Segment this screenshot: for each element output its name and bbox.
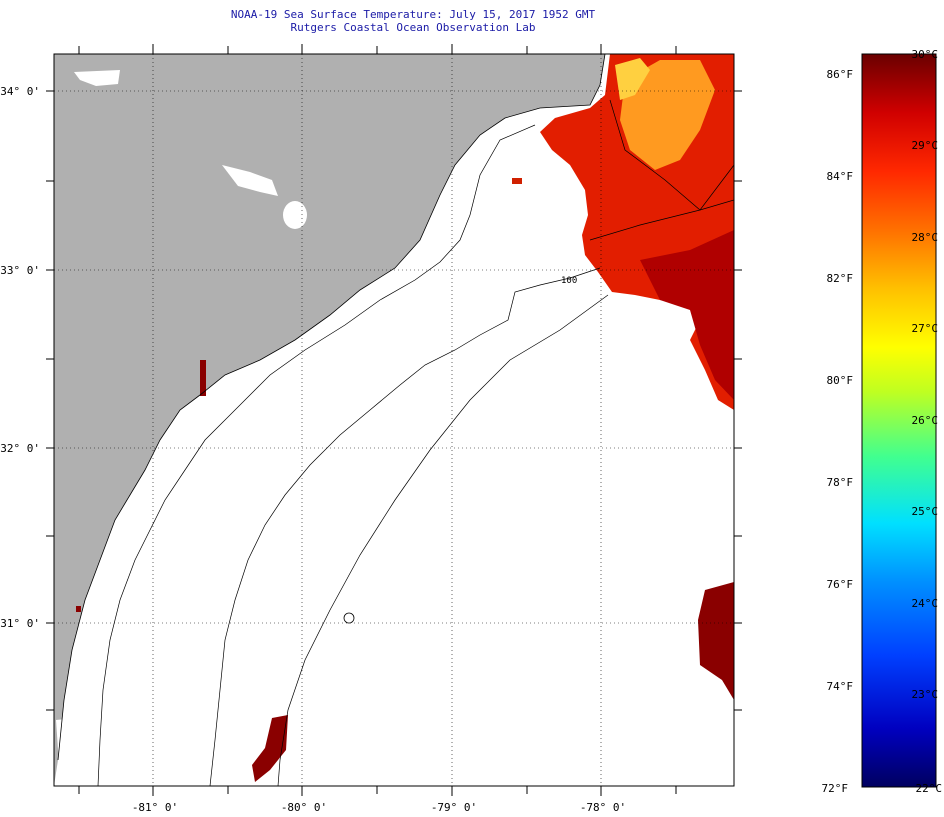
colorbar-f-label: 82°F: [827, 272, 854, 285]
map-area: [54, 54, 734, 786]
lat-label: 32° 0': [0, 442, 40, 455]
map-ticks: [46, 44, 742, 796]
colorbar-c-label: 30°C: [912, 48, 939, 61]
isobath-shallow: [97, 124, 536, 786]
sst-cool-region: [615, 58, 650, 100]
sst-patch-southeast: [698, 582, 734, 700]
colorbar-c-label: 25°C: [912, 505, 939, 518]
sst-patch: [512, 178, 522, 184]
cloud-patch: [56, 718, 78, 778]
colorbar-c-label: 22°C: [916, 782, 943, 795]
inland-border: [609, 99, 734, 211]
lon-label: -78° 0': [580, 801, 626, 814]
cloud-patch: [283, 201, 307, 229]
lat-label: 34° 0': [0, 85, 40, 98]
colorbar-f-label: 72°F: [822, 782, 849, 795]
colorbar-fahrenheit-labels: 86°F 84°F 82°F 80°F 78°F 76°F 74°F 72°F: [822, 68, 854, 795]
isobath-100m: [209, 267, 601, 786]
lon-label: -79° 0': [431, 801, 477, 814]
sst-cooler-region: [620, 60, 715, 170]
sst-patch: [200, 360, 206, 396]
colorbar-f-label: 74°F: [827, 680, 854, 693]
lon-labels: -81° 0' -80° 0' -79° 0' -78° 0': [132, 801, 626, 814]
colorbar-c-label: 28°C: [912, 231, 939, 244]
colorbar-c-label: 23°C: [912, 688, 939, 701]
sst-patch-south: [252, 715, 288, 782]
isobath-deep: [277, 294, 609, 786]
coastline: [57, 54, 606, 761]
seamount-contour: [343, 612, 355, 624]
cloud-patch: [222, 165, 278, 196]
colorbar-c-label: 27°C: [912, 322, 939, 335]
colorbar-f-label: 80°F: [827, 374, 854, 387]
colorbar-c-label: 26°C: [912, 414, 939, 427]
map-frame: [53, 53, 735, 787]
sst-hot-region: [640, 230, 734, 400]
isobath-label: 100: [561, 276, 577, 286]
land-mass: [54, 54, 605, 786]
lat-labels: 34° 0' 33° 0' 32° 0' 31° 0': [0, 85, 40, 630]
colorbar-f-label: 78°F: [827, 476, 854, 489]
inland-border: [589, 199, 734, 241]
colorbar-f-label: 76°F: [827, 578, 854, 591]
lon-label: -81° 0': [132, 801, 178, 814]
map-title: NOAA-19 Sea Surface Temperature: July 15…: [230, 8, 596, 21]
colorbar-c-label: 24°C: [912, 597, 939, 610]
colorbar-f-label: 86°F: [827, 68, 854, 81]
lat-label: 31° 0': [0, 617, 40, 630]
colorbar-c-label: 29°C: [912, 139, 939, 152]
map-subtitle: Rutgers Coastal Ocean Observation Lab: [290, 21, 536, 34]
cloud-patch: [74, 70, 120, 86]
colorbar-f-label: 84°F: [827, 170, 854, 183]
graticule: [54, 54, 734, 786]
colorbar: [861, 53, 937, 788]
lon-label: -80° 0': [281, 801, 327, 814]
lat-label: 33° 0': [0, 264, 40, 277]
sst-patch: [76, 606, 81, 612]
colorbar-celsius-labels: 30°C 29°C 28°C 27°C 26°C 25°C 24°C 23°C …: [912, 48, 943, 795]
